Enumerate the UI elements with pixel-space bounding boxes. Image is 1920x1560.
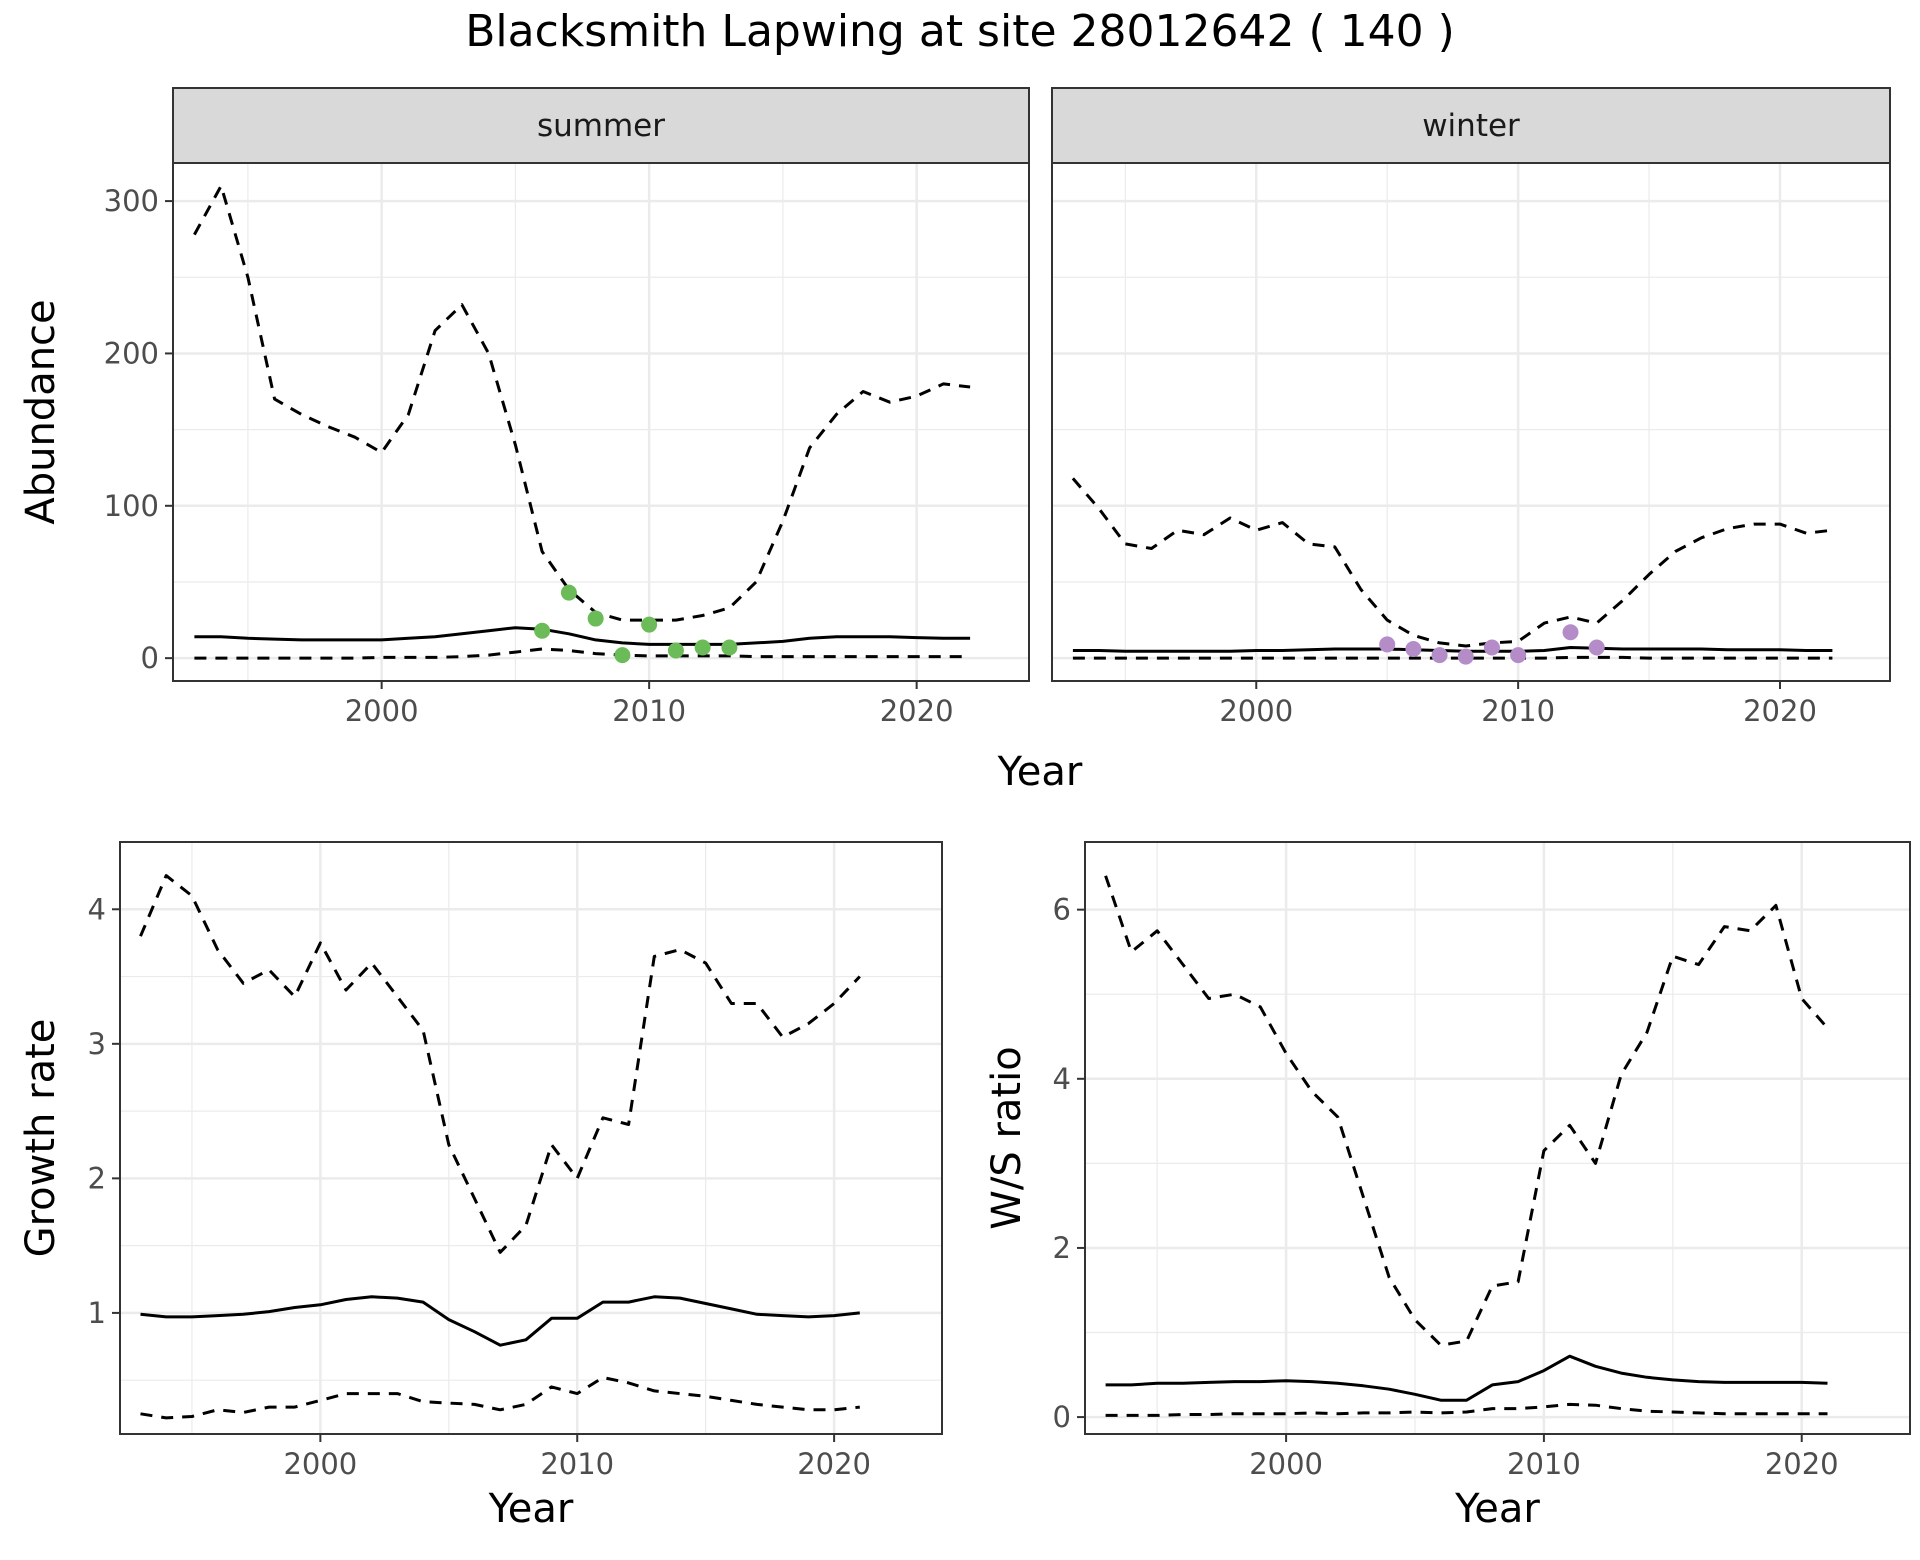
y-tick-label: 300 — [104, 184, 159, 218]
data-point — [694, 639, 711, 656]
x-tick-label: 2020 — [880, 694, 954, 728]
y-axis-title: Abundance — [18, 299, 64, 524]
dashed-line-0 — [1104, 875, 1829, 1347]
panel-background — [173, 163, 1029, 681]
x-tick-label: 2020 — [1743, 694, 1817, 728]
panel-border — [119, 841, 943, 1435]
x-tick-label: 2000 — [1219, 694, 1293, 728]
y-tick-label: 200 — [104, 336, 159, 370]
data-point — [1379, 636, 1396, 653]
facet-strip-label: winter — [1422, 108, 1520, 144]
panel-border — [1084, 841, 1911, 1435]
data-point — [1431, 647, 1448, 664]
data-point — [560, 584, 577, 601]
x-tick-label: 2000 — [345, 694, 419, 728]
y-tick-label: 0 — [141, 641, 159, 675]
x-tick-label: 2000 — [1249, 1447, 1323, 1481]
y-tick-label: 2 — [88, 1161, 106, 1195]
chart-title: Blacksmith Lapwing at site 28012642 ( 14… — [465, 6, 1455, 57]
data-point — [1562, 624, 1579, 641]
facet-strip — [1051, 87, 1891, 164]
y-tick-label: 0 — [1053, 1400, 1071, 1434]
panel-background — [1052, 163, 1890, 681]
panel-background — [120, 842, 942, 1434]
x-tick-label: 2010 — [1507, 1447, 1581, 1481]
x-axis-title: Year — [488, 1486, 574, 1532]
dashed-line-2 — [140, 1376, 860, 1420]
x-tick-label: 2020 — [797, 1447, 871, 1481]
y-tick-label: 100 — [104, 489, 159, 523]
panel-background — [1085, 842, 1910, 1434]
x-tick-label: 2010 — [612, 694, 686, 728]
dashed-line-2 — [1105, 1402, 1828, 1417]
x-axis-title-shared: Year — [997, 749, 1083, 795]
data-point — [667, 642, 684, 659]
x-tick-label: 2010 — [540, 1447, 614, 1481]
x-axis-title: Year — [1454, 1486, 1540, 1532]
y-tick-label: 3 — [88, 1027, 106, 1061]
y-tick-label: 1 — [88, 1296, 106, 1330]
x-tick-label: 2010 — [1481, 694, 1555, 728]
dashed-line-0 — [139, 874, 861, 1254]
data-point — [534, 622, 551, 639]
y-tick-label: 6 — [1053, 893, 1071, 927]
solid-line-1 — [1072, 646, 1833, 653]
solid-line-1 — [1105, 1354, 1828, 1402]
dashed-line-2 — [1072, 655, 1833, 660]
data-point — [1457, 648, 1474, 665]
facet-strip-label: summer — [537, 108, 665, 144]
data-point — [1483, 639, 1500, 656]
data-point — [1510, 647, 1527, 664]
data-point — [641, 616, 658, 633]
data-point — [1405, 641, 1422, 658]
facet-strip — [172, 87, 1030, 164]
x-tick-label: 2000 — [283, 1447, 357, 1481]
data-point — [587, 610, 604, 627]
y-axis-title: W/S ratio — [984, 1046, 1030, 1229]
dashed-line-2 — [194, 647, 971, 660]
y-axis-title: Growth rate — [18, 1019, 64, 1258]
data-point — [614, 647, 631, 664]
data-point — [1588, 639, 1605, 656]
y-tick-label: 4 — [1053, 1062, 1071, 1096]
solid-line-1 — [194, 626, 971, 646]
x-tick-label: 2020 — [1765, 1447, 1839, 1481]
y-tick-label: 2 — [1053, 1231, 1071, 1265]
data-point — [721, 639, 738, 656]
solid-line-1 — [140, 1295, 860, 1347]
dashed-line-0 — [193, 184, 971, 622]
y-tick-label: 4 — [88, 892, 106, 926]
